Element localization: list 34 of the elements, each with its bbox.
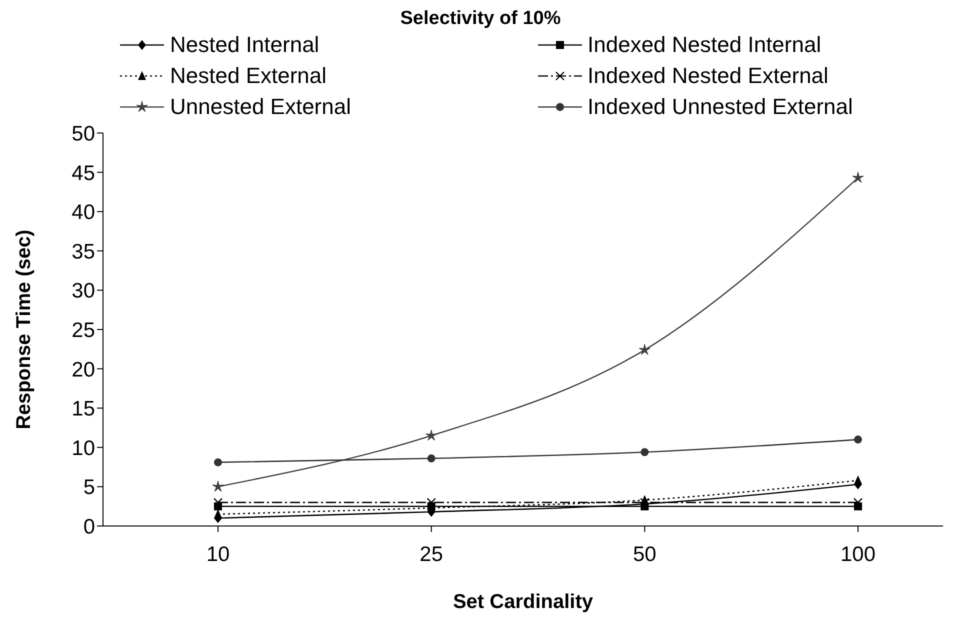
legend-label: Nested External <box>170 62 327 88</box>
y-tick-label: 10 <box>72 436 95 460</box>
y-tick-label: 5 <box>83 476 95 500</box>
legend-label: Indexed Nested Internal <box>588 32 822 58</box>
y-tick-label: 50 <box>72 122 95 146</box>
y-tick-label: 40 <box>72 201 95 224</box>
point <box>854 475 862 484</box>
y-tick-label: 25 <box>72 318 95 342</box>
y-tick-label: 45 <box>72 162 95 185</box>
point <box>426 430 437 440</box>
y-tick-label: 30 <box>72 280 95 303</box>
y-tick-label: 15 <box>72 398 95 421</box>
point <box>214 458 222 466</box>
legend-label: Nested Internal <box>170 32 320 58</box>
chart-title: Selectivity of 10% <box>399 8 562 30</box>
point <box>214 509 222 518</box>
point <box>212 480 224 492</box>
x-tick-label: 100 <box>840 542 876 566</box>
point <box>854 436 862 444</box>
legend-label: Unnested External <box>170 94 351 120</box>
point <box>640 448 649 456</box>
point <box>852 172 864 183</box>
y-tick-label: 0 <box>83 515 95 538</box>
legend-label: Indexed Unnested External <box>588 94 853 120</box>
x-tick-label: 25 <box>420 542 444 566</box>
x-tick-label: 10 <box>206 542 230 566</box>
point <box>639 344 650 355</box>
y-tick-label: 35 <box>72 240 95 264</box>
legend-label: Indexed Nested External <box>588 62 828 88</box>
point <box>427 454 436 462</box>
x-axis-title: Set Cardinality <box>452 591 594 613</box>
y-axis-title: Response Time (sec) <box>13 230 36 430</box>
y-tick-label: 20 <box>72 358 95 382</box>
x-tick-label: 50 <box>632 542 656 566</box>
